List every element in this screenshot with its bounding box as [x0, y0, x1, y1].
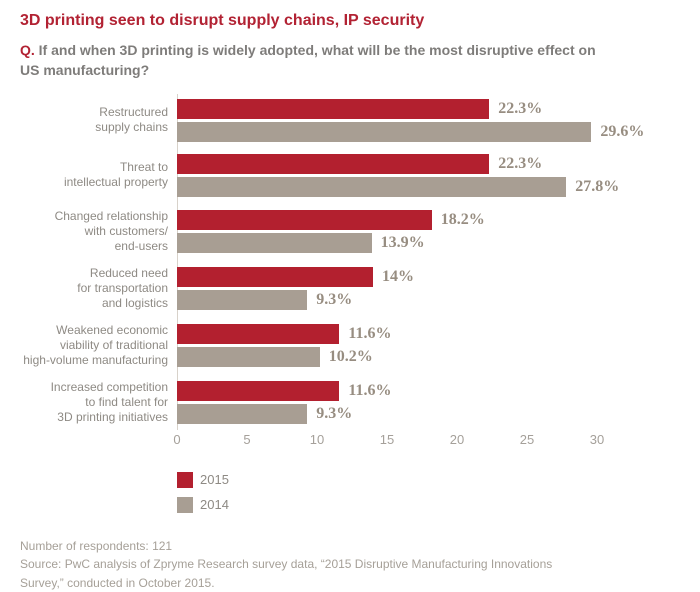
category-label: Reduced need for transportation and logi… — [77, 265, 168, 310]
bar-group: 22.3% 27.8% — [177, 153, 680, 197]
category-label: Increased competition to find talent for… — [50, 379, 168, 424]
value-label: 22.3% — [498, 154, 543, 172]
bar-2014 — [177, 176, 567, 197]
value-label: 14% — [382, 267, 414, 285]
bar-2015 — [177, 266, 373, 287]
x-axis-tick: 20 — [449, 431, 465, 447]
respondents-note: Number of respondents: 121 — [20, 538, 173, 553]
question-prefix: Q. — [20, 42, 35, 58]
bar-line: 9.3% — [177, 403, 680, 424]
legend-label: 2014 — [200, 497, 229, 513]
bar-2015 — [177, 380, 340, 401]
value-label: 11.6% — [348, 381, 392, 399]
bar-2015 — [177, 153, 490, 174]
category-label: Changed relationship with customers/ end… — [54, 208, 168, 253]
bar-2014 — [177, 346, 320, 367]
bar-line: 22.3% — [177, 153, 680, 174]
legend-item-2015: 2015 — [177, 471, 680, 488]
x-axis-tick: 25 — [519, 431, 535, 447]
legend-item-2014: 2014 — [177, 496, 680, 513]
value-label: 29.6% — [600, 122, 645, 140]
bar-line: 10.2% — [177, 346, 680, 367]
chart-row: Threat to intellectual property 22.3% 27.8… — [20, 153, 680, 197]
value-label: 22.3% — [498, 99, 543, 117]
bar-group: 14% 9.3% — [177, 266, 680, 310]
value-label: 10.2% — [328, 347, 373, 365]
bar-2015 — [177, 209, 432, 230]
bar-line: 18.2% — [177, 209, 680, 230]
x-axis-tick: 0 — [173, 431, 181, 447]
bar-line: 14% — [177, 266, 680, 287]
x-axis-tick: 10 — [309, 431, 325, 447]
bar-2015 — [177, 98, 490, 119]
chart-rows: Restructured supply chains 22.3% 29.6% Thre… — [20, 93, 680, 430]
category-label: Restructured supply chains — [95, 105, 168, 135]
bar-group: 18.2% 13.9% — [177, 209, 680, 253]
value-label: 27.8% — [575, 177, 620, 195]
bar-chart: Restructured supply chains 22.3% 29.6% Thre… — [20, 93, 680, 513]
bar-group: 22.3% 29.6% — [177, 98, 680, 142]
legend-swatch-2014 — [177, 496, 193, 513]
chart-question: Q. If and when 3D printing is widely ado… — [20, 40, 610, 81]
legend: 2015 2014 — [177, 471, 680, 513]
legend-label: 2015 — [200, 472, 229, 488]
bar-group: 11.6% 10.2% — [177, 323, 680, 367]
value-label: 13.9% — [380, 233, 425, 251]
value-label: 9.3% — [316, 404, 353, 422]
bar-group: 11.6% 9.3% — [177, 380, 680, 424]
page-title: 3D printing seen to disrupt supply chain… — [20, 12, 425, 29]
bar-2015 — [177, 323, 340, 344]
x-axis-tick: 5 — [243, 431, 251, 447]
chart-row: Restructured supply chains 22.3% 29.6% — [20, 98, 680, 142]
source-note: Source: PwC analysis of Zpryme Research … — [20, 557, 553, 590]
bar-line: 9.3% — [177, 289, 680, 310]
category-label: Threat to intellectual property — [63, 160, 168, 190]
y-axis-line — [177, 93, 178, 430]
bar-2014 — [177, 232, 372, 253]
bar-2014 — [177, 121, 592, 142]
legend-swatch-2015 — [177, 471, 193, 488]
chart-row: Increased competition to find talent for… — [20, 380, 680, 425]
bar-line: 13.9% — [177, 232, 680, 253]
value-label: 11.6% — [348, 324, 392, 342]
bar-line: 11.6% — [177, 380, 680, 401]
x-axis-tick: 30 — [589, 431, 605, 447]
chart-row: Reduced need for transportation and logi… — [20, 266, 680, 311]
bar-line: 22.3% — [177, 98, 680, 119]
bar-line: 29.6% — [177, 121, 680, 142]
footer: Number of respondents: 121 Source: PwC a… — [20, 537, 680, 592]
bar-line: 27.8% — [177, 176, 680, 197]
chart-row: Changed relationship with customers/ end… — [20, 209, 680, 254]
question-text: If and when 3D printing is widely adopte… — [20, 42, 596, 79]
x-axis-tick: 15 — [379, 431, 395, 447]
chart-row: Weakened economic viability of tradition… — [20, 323, 680, 368]
bar-2014 — [177, 403, 308, 424]
value-label: 9.3% — [316, 290, 353, 308]
value-label: 18.2% — [440, 210, 485, 228]
category-label: Weakened economic viability of tradition… — [23, 322, 168, 367]
x-axis: 0 5 10 15 20 25 30 — [173, 431, 680, 450]
bar-2014 — [177, 289, 308, 310]
bar-line: 11.6% — [177, 323, 680, 344]
